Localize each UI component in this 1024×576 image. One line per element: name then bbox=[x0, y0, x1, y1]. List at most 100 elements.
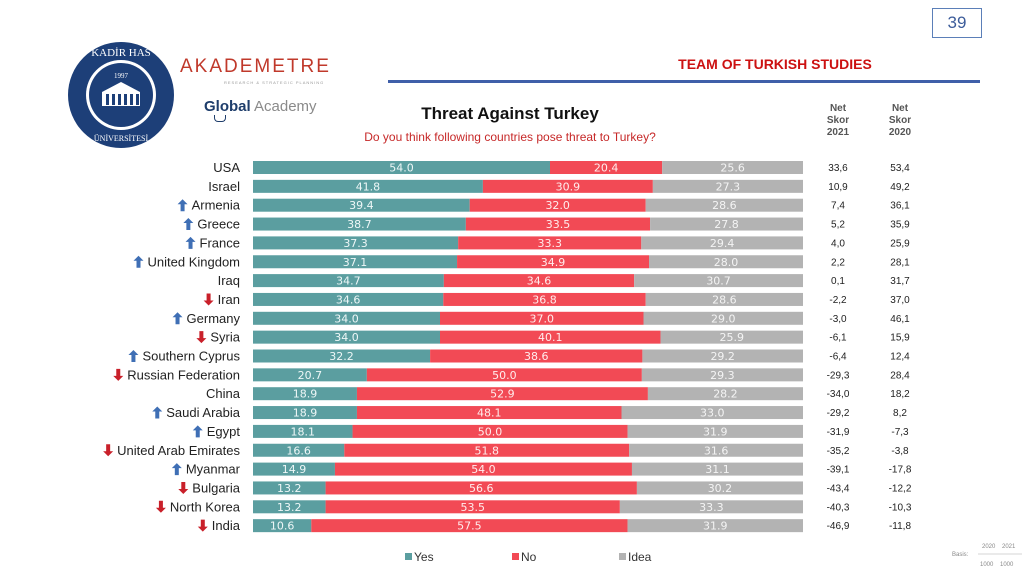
akademetre-name: AKADEMETRE bbox=[180, 56, 331, 77]
arrow-down-icon bbox=[103, 444, 114, 457]
data-label-yes-united-kingdom: 37.1 bbox=[343, 256, 368, 269]
bar-no-russian-federation bbox=[366, 368, 642, 382]
legend-label-no: No bbox=[521, 550, 537, 564]
bar-yes-iran bbox=[253, 292, 444, 306]
bar-no-iran bbox=[443, 292, 646, 306]
category-label-russian-federation: Russian Federation bbox=[127, 367, 240, 382]
bar-no-syria bbox=[440, 330, 661, 344]
basis-year-2020: 2020 bbox=[982, 544, 996, 550]
category-label-saudi-arabia: Saudi Arabia bbox=[166, 405, 240, 420]
net-score-2021-china: -34,0 bbox=[827, 389, 850, 400]
data-label-no-syria: 40.1 bbox=[538, 331, 563, 344]
bar-yes-india bbox=[253, 519, 312, 533]
data-label-no-usa: 20.4 bbox=[594, 162, 619, 175]
net-score-2020-southern-cyprus: 12,4 bbox=[890, 352, 910, 363]
data-label-no-france: 33.3 bbox=[537, 237, 562, 250]
bar-no-myanmar bbox=[334, 462, 632, 476]
net-score-2021-bulgaria: -43,4 bbox=[827, 483, 850, 494]
net-score-2020-north-korea: -10,3 bbox=[889, 502, 912, 513]
data-label-yes-greece: 38.7 bbox=[347, 218, 372, 231]
team-title: TEAM OF TURKISH STUDIES bbox=[678, 56, 872, 72]
arrow-down-icon bbox=[197, 519, 208, 532]
category-label-israel: Israel bbox=[208, 179, 240, 194]
header-2020-line3: 2020 bbox=[888, 127, 912, 138]
data-label-yes-armenia: 39.4 bbox=[349, 199, 374, 212]
bar-idea-saudi-arabia bbox=[621, 406, 803, 420]
bar-idea-north-korea bbox=[619, 500, 803, 514]
global-academy-part1: Global bbox=[204, 98, 251, 115]
data-label-yes-israel: 41.8 bbox=[356, 180, 381, 193]
data-label-no-north-korea: 53.5 bbox=[460, 501, 485, 514]
data-label-yes-egypt: 18.1 bbox=[291, 425, 316, 438]
chart-title: Threat Against Turkey bbox=[421, 104, 599, 123]
category-label-southern-cyprus: Southern Cyprus bbox=[142, 349, 240, 364]
arrow-down-icon bbox=[113, 368, 124, 381]
arrow-up-icon bbox=[177, 199, 188, 212]
bar-no-united-arab-emirates bbox=[344, 443, 630, 457]
data-label-idea-bulgaria: 30.2 bbox=[708, 482, 733, 495]
net-score-2021-syria: -6,1 bbox=[829, 333, 847, 344]
net-score-2021-north-korea: -40,3 bbox=[827, 502, 850, 513]
net-score-2020-france: 25,9 bbox=[890, 238, 910, 249]
arrow-down-icon bbox=[155, 500, 166, 513]
bar-no-israel bbox=[482, 179, 653, 193]
data-label-yes-france: 37.3 bbox=[343, 237, 368, 250]
data-label-no-israel: 30.9 bbox=[556, 180, 581, 193]
bar-yes-france bbox=[253, 236, 459, 250]
net-score-2020-bulgaria: -12,2 bbox=[889, 483, 912, 494]
arrow-up-icon bbox=[183, 218, 194, 231]
data-label-idea-united-kingdom: 28.0 bbox=[714, 256, 739, 269]
net-score-2021-israel: 10,9 bbox=[828, 182, 848, 193]
category-label-germany: Germany bbox=[187, 311, 241, 326]
data-label-no-armenia: 32.0 bbox=[545, 199, 570, 212]
arrow-down-icon bbox=[203, 293, 214, 306]
data-label-no-united-kingdom: 34.9 bbox=[541, 256, 566, 269]
category-label-greece: Greece bbox=[197, 217, 240, 232]
header-2021-line3: 2021 bbox=[826, 127, 850, 138]
bar-idea-united-arab-emirates bbox=[629, 443, 803, 457]
bar-yes-greece bbox=[253, 217, 466, 231]
bar-no-egypt bbox=[352, 424, 628, 438]
data-label-idea-myanmar: 31.1 bbox=[705, 463, 730, 476]
data-label-idea-israel: 27.3 bbox=[716, 180, 741, 193]
bar-yes-syria bbox=[253, 330, 440, 344]
data-label-idea-iraq: 30.7 bbox=[706, 275, 731, 288]
data-label-no-united-arab-emirates: 51.8 bbox=[475, 444, 500, 457]
arrow-up-icon bbox=[152, 406, 163, 419]
data-label-no-saudi-arabia: 48.1 bbox=[477, 407, 502, 420]
data-label-idea-iran: 28.6 bbox=[712, 293, 737, 306]
header-2021-line2: Skor bbox=[826, 115, 850, 126]
net-score-2021-myanmar: -39,1 bbox=[827, 465, 850, 476]
bar-idea-myanmar bbox=[631, 462, 803, 476]
bar-no-india bbox=[311, 519, 628, 533]
header-2021-line1: Net bbox=[829, 103, 847, 114]
category-label-iraq: Iraq bbox=[218, 273, 240, 288]
category-label-united-kingdom: United Kingdom bbox=[148, 254, 241, 269]
header-2020-line2: Skor bbox=[888, 115, 912, 126]
bar-no-greece bbox=[465, 217, 651, 231]
bar-no-china bbox=[356, 387, 648, 401]
bar-idea-southern-cyprus bbox=[642, 349, 803, 363]
net-score-2020-israel: 49,2 bbox=[890, 182, 910, 193]
bar-idea-united-kingdom bbox=[649, 255, 803, 269]
data-label-no-bulgaria: 56.6 bbox=[469, 482, 494, 495]
bar-no-north-korea bbox=[325, 500, 620, 514]
data-label-no-iraq: 34.6 bbox=[527, 275, 552, 288]
data-label-no-southern-cyprus: 38.6 bbox=[524, 350, 549, 363]
data-label-idea-russian-federation: 29.3 bbox=[710, 369, 735, 382]
data-label-idea-saudi-arabia: 33.0 bbox=[700, 407, 725, 420]
data-label-yes-china: 18.9 bbox=[293, 388, 318, 401]
category-label-myanmar: Myanmar bbox=[186, 462, 241, 477]
net-score-2020-russian-federation: 28,4 bbox=[890, 370, 910, 381]
data-label-idea-united-arab-emirates: 31.6 bbox=[704, 444, 729, 457]
data-label-yes-india: 10.6 bbox=[270, 520, 295, 533]
bar-idea-india bbox=[627, 519, 803, 533]
category-label-egypt: Egypt bbox=[207, 424, 241, 439]
bar-yes-russian-federation bbox=[253, 368, 367, 382]
data-label-yes-usa: 54.0 bbox=[389, 162, 414, 175]
bar-yes-armenia bbox=[253, 198, 470, 212]
legend-label-idea: Idea bbox=[628, 550, 652, 564]
akademetre-tagline: RESEARCH & STRATEGIC PLANNING bbox=[224, 80, 325, 85]
net-score-2021-united-kingdom: 2,2 bbox=[831, 257, 845, 268]
